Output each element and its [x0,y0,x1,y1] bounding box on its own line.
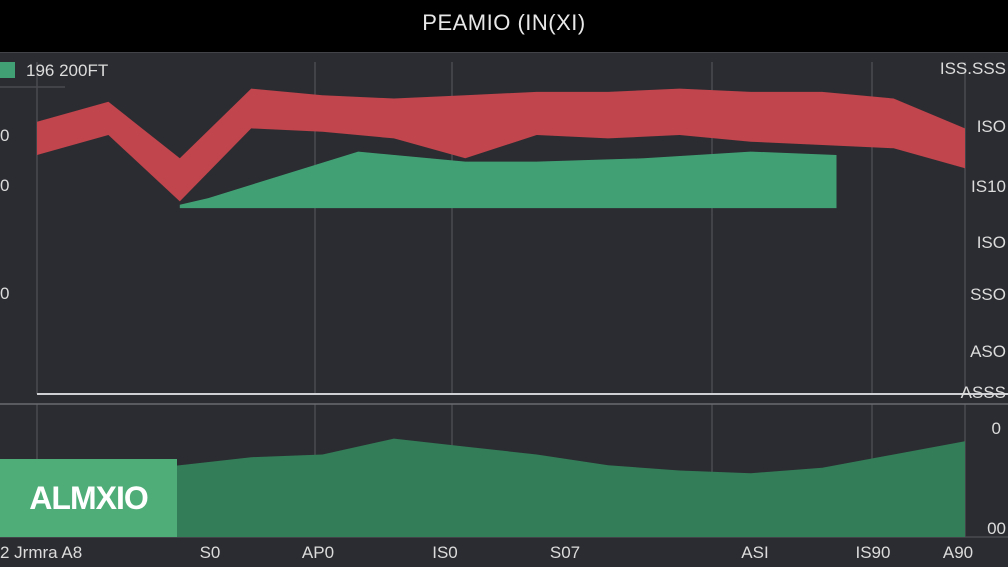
x-tick-label-3: IS0 [432,543,458,562]
right-tick-label-0: ISS.SSS [940,59,1006,78]
x-tick-label-4: S07 [550,543,580,562]
series-band-0 [37,88,965,202]
left-tick-label-2: 0 [0,284,9,303]
legend-swatch [0,62,15,78]
series-area-bottom [37,438,965,537]
brand-badge: ALMXIO [0,459,177,537]
left-tick-label-0: 0 [0,126,9,145]
x-tick-label-6: IS90 [856,543,891,562]
legend-label: 196 200FT [26,61,108,80]
right-tick-label-bottom-b: 00 [987,519,1006,538]
legend: 196 200FT [0,61,108,80]
title-bar [0,0,1008,52]
right-tick-label-6: ASSS [961,383,1006,402]
series-band-1 [179,151,837,209]
x-tick-label-7: A90 [943,543,973,562]
x-tick-label-0: 2 Jrmra A8 [0,543,82,562]
right-tick-label-4: SSO [970,285,1006,304]
right-tick-label-1: ISO [977,117,1006,136]
chart-title: PEAMIO (IN(XI) [422,10,586,35]
right-tick-label-5: ASO [970,342,1006,361]
x-tick-label-5: ASI [741,543,768,562]
x-tick-label-2: AP0 [302,543,334,562]
chart-marks [37,88,965,537]
right-tick-label-bottom-a: 0 [992,419,1001,438]
right-tick-label-2: IS10 [971,177,1006,196]
left-tick-label-1: 0 [0,176,9,195]
right-tick-label-3: ISO [977,233,1006,252]
x-tick-label-1: S0 [200,543,221,562]
